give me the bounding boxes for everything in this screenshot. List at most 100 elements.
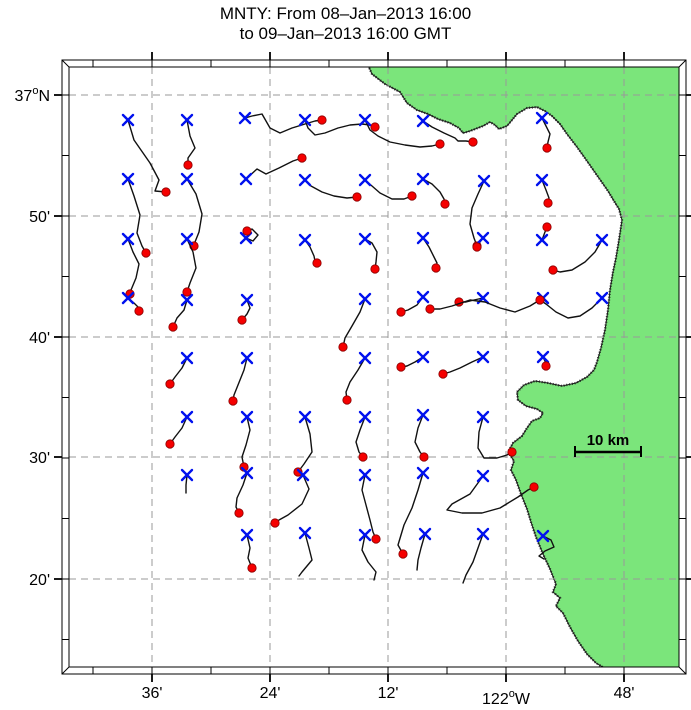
end-dot-marker: [398, 549, 408, 559]
track: [472, 231, 490, 252]
start-x-marker: [121, 291, 135, 305]
trajectory-line: [172, 299, 188, 328]
frame-corner-bevel: [61, 59, 70, 68]
track: [239, 226, 259, 245]
y-axis-label: 20': [29, 572, 50, 589]
start-x-marker: [298, 526, 312, 540]
start-x-marker: [296, 468, 310, 482]
start-x-marker: [595, 233, 609, 247]
start-x-marker: [121, 172, 135, 186]
trajectory-line: [232, 357, 248, 402]
end-dot-marker: [165, 439, 175, 449]
trajectory-line: [127, 119, 167, 193]
start-x-marker: [180, 232, 194, 246]
end-dot-marker: [435, 139, 445, 149]
x-axis-label: 24': [260, 685, 281, 702]
start-x-marker: [476, 410, 490, 424]
y-axis-label: 37oN: [15, 85, 50, 105]
end-dot-marker: [168, 322, 178, 332]
frame-corner-bevel: [678, 666, 687, 675]
track: [121, 172, 151, 258]
x-axis-label: 12': [378, 685, 399, 702]
track: [355, 410, 372, 462]
track: [548, 233, 609, 275]
trajectory-line: [244, 113, 323, 134]
start-x-marker: [416, 172, 430, 186]
trajectory-line: [297, 416, 313, 473]
trajectory-line: [241, 416, 251, 468]
start-x-marker: [416, 466, 430, 480]
track: [416, 172, 450, 209]
start-x-marker: [595, 291, 609, 305]
track: [165, 410, 194, 449]
end-dot-marker: [438, 369, 448, 379]
end-dot-marker: [141, 248, 151, 258]
track: [293, 410, 313, 477]
track: [338, 292, 372, 352]
start-x-marker: [416, 408, 430, 422]
page-title: MNTY: From 08–Jan–2013 16:00 to 09–Jan–2…: [0, 4, 691, 44]
trajectory-line: [304, 119, 376, 136]
scale-bar: 10 km: [574, 432, 642, 457]
track: [358, 232, 380, 274]
start-x-marker: [535, 233, 549, 247]
end-dot-marker: [247, 563, 257, 573]
start-x-marker: [535, 111, 549, 125]
start-x-marker: [416, 231, 430, 245]
title-line-1: MNTY: From 08–Jan–2013 16:00: [219, 4, 472, 23]
end-dot-marker: [293, 467, 303, 477]
start-x-marker: [416, 290, 430, 304]
track: [180, 468, 194, 494]
frame-outer: [61, 59, 687, 675]
end-dot-marker: [419, 452, 429, 462]
track: [535, 111, 552, 153]
start-x-marker: [358, 528, 372, 542]
start-x-marker: [358, 173, 372, 187]
y-axis-label: 30': [29, 450, 50, 467]
trajectory-line: [361, 474, 377, 540]
start-x-marker: [418, 527, 432, 541]
trajectory-line: [186, 119, 196, 166]
y-axis-label: 50': [29, 209, 50, 226]
end-dot-marker: [317, 115, 327, 125]
end-dot-marker: [425, 304, 435, 314]
landmass: [368, 67, 679, 667]
track: [397, 466, 430, 559]
start-x-marker: [358, 113, 372, 127]
track: [240, 528, 257, 573]
start-x-marker: [180, 468, 194, 482]
end-dot-marker: [542, 222, 552, 232]
trajectory-line: [397, 472, 424, 555]
end-dot-marker: [228, 396, 238, 406]
track: [180, 113, 196, 170]
track: [476, 410, 517, 459]
track: [165, 351, 194, 389]
track: [228, 351, 254, 406]
end-dot-marker: [370, 264, 380, 274]
track: [358, 173, 417, 201]
trajectory-line: [414, 414, 425, 458]
start-x-marker: [240, 410, 254, 424]
start-x-marker: [536, 350, 550, 364]
trajectory-line: [446, 475, 535, 514]
start-x-marker: [536, 529, 550, 543]
track: [298, 173, 362, 202]
track: [414, 408, 430, 462]
track: [238, 111, 327, 134]
end-dot-marker: [472, 242, 482, 252]
trajectory-line: [127, 238, 140, 295]
track: [396, 290, 430, 317]
start-x-marker: [238, 111, 252, 125]
end-dot-marker: [542, 143, 552, 153]
map-frame: [61, 59, 687, 675]
track: [121, 232, 140, 299]
start-x-marker: [476, 469, 490, 483]
end-dot-marker: [543, 198, 553, 208]
trajectory-line: [185, 474, 188, 494]
start-x-marker: [180, 351, 194, 365]
track: [462, 527, 490, 584]
trajectory-line: [416, 533, 426, 571]
track: [535, 173, 553, 208]
trajectory-line: [364, 238, 378, 270]
end-dot-marker: [270, 518, 280, 528]
